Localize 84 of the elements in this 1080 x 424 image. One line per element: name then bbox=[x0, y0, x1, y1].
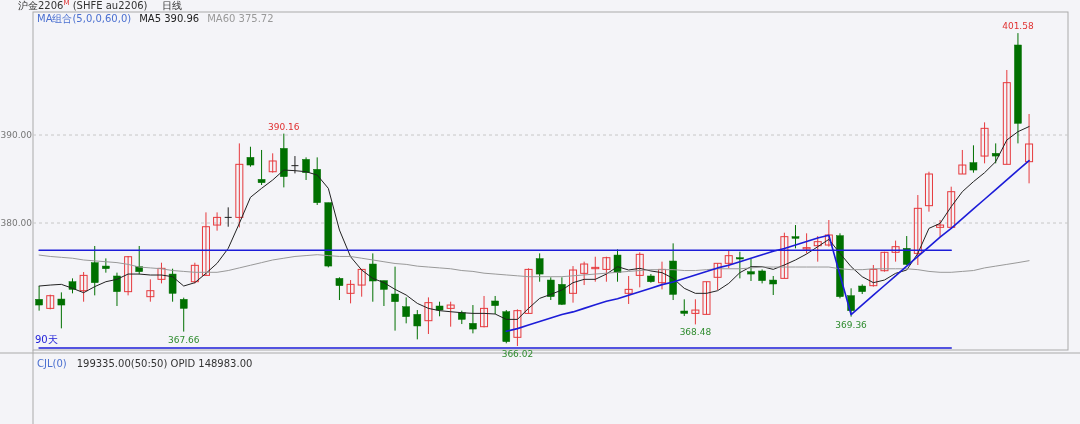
candlestick bbox=[113, 272, 121, 307]
candlestick bbox=[891, 240, 900, 263]
candlestick bbox=[980, 121, 989, 164]
candlestick bbox=[813, 235, 822, 263]
annotation: MA组合(5,0,0,60,0) bbox=[37, 13, 132, 24]
candlestick bbox=[201, 211, 210, 276]
candlestick bbox=[558, 276, 566, 306]
candlestick bbox=[902, 235, 911, 266]
chart-title: 沪金2206$^{M}$ (SHFE au2206) bbox=[18, 0, 148, 11]
candlestick bbox=[157, 262, 166, 284]
candlestick bbox=[591, 256, 600, 283]
candlestick bbox=[57, 291, 66, 329]
candlestick bbox=[635, 251, 644, 288]
candlestick bbox=[624, 275, 633, 305]
candlestick bbox=[235, 142, 244, 228]
candlestick bbox=[179, 297, 188, 333]
candlestick bbox=[391, 266, 399, 332]
candlestick bbox=[791, 224, 800, 249]
candlestick bbox=[747, 258, 755, 282]
candlestick bbox=[480, 295, 489, 328]
annotation: 367.66 bbox=[167, 334, 200, 345]
candlestick bbox=[958, 149, 967, 175]
candlestick bbox=[924, 171, 933, 213]
candlestick bbox=[224, 206, 233, 228]
candlestick bbox=[413, 309, 422, 340]
annotation: 401.58 bbox=[1002, 21, 1034, 32]
candlestick bbox=[369, 252, 377, 303]
candlestick bbox=[190, 262, 199, 284]
candlestick bbox=[124, 255, 133, 296]
candlestick bbox=[302, 156, 310, 181]
candlestick bbox=[35, 285, 43, 312]
candlestick bbox=[824, 219, 833, 248]
annotation: 368.48 bbox=[679, 327, 712, 338]
text: MA60 375.72 bbox=[207, 13, 274, 24]
candlestick bbox=[168, 268, 177, 303]
candlestick bbox=[335, 276, 344, 301]
annotation: 90天 bbox=[35, 334, 58, 345]
y-tick-label: 380.00 bbox=[0, 218, 33, 229]
text: MA5 390.96 bbox=[139, 13, 200, 24]
candlestick bbox=[469, 304, 477, 334]
annotation: 366.02 bbox=[501, 349, 534, 360]
annotation: 369.36 bbox=[835, 319, 868, 330]
candlestick bbox=[1002, 69, 1011, 165]
annotation: 390.16 bbox=[268, 121, 300, 132]
candlestick bbox=[357, 268, 366, 298]
candlestick bbox=[713, 262, 722, 291]
text: 日线 bbox=[161, 0, 182, 11]
candlestick bbox=[268, 152, 277, 174]
candlestick bbox=[880, 251, 889, 273]
candlestick bbox=[491, 295, 499, 315]
candlestick bbox=[802, 232, 811, 254]
candlestick bbox=[446, 301, 455, 328]
candlestick bbox=[1025, 113, 1034, 184]
candlestick bbox=[102, 257, 110, 274]
candlestick bbox=[146, 278, 155, 303]
candlestick bbox=[869, 264, 878, 288]
candlestick bbox=[913, 194, 922, 266]
candlestick bbox=[947, 186, 956, 229]
y-tick-label: 390.00 bbox=[0, 130, 33, 141]
candlestick bbox=[246, 146, 255, 168]
candlestick bbox=[213, 211, 222, 232]
candlestick bbox=[736, 251, 744, 279]
candlestick bbox=[346, 279, 355, 304]
candlestick bbox=[569, 265, 578, 304]
candlestick bbox=[580, 261, 589, 286]
candlestick bbox=[602, 256, 611, 283]
candlestick bbox=[702, 281, 711, 315]
candlestick bbox=[90, 245, 99, 296]
candlestick bbox=[535, 252, 544, 283]
candlestick bbox=[402, 296, 410, 324]
candlestick bbox=[936, 219, 945, 238]
text: CJL(0) bbox=[37, 358, 67, 369]
candlestick bbox=[780, 232, 789, 279]
candlestick bbox=[658, 261, 667, 290]
candlestick bbox=[524, 267, 533, 314]
candlestick bbox=[691, 298, 700, 325]
candlestick bbox=[290, 155, 299, 174]
text: 199335.00(50:50) OPID 148983.00 bbox=[76, 358, 253, 369]
candlestick bbox=[513, 308, 522, 347]
candlestick bbox=[79, 271, 88, 303]
candlestick bbox=[257, 149, 266, 186]
candlestick bbox=[424, 296, 433, 335]
candlestick bbox=[769, 275, 777, 296]
candlestick bbox=[969, 144, 978, 174]
